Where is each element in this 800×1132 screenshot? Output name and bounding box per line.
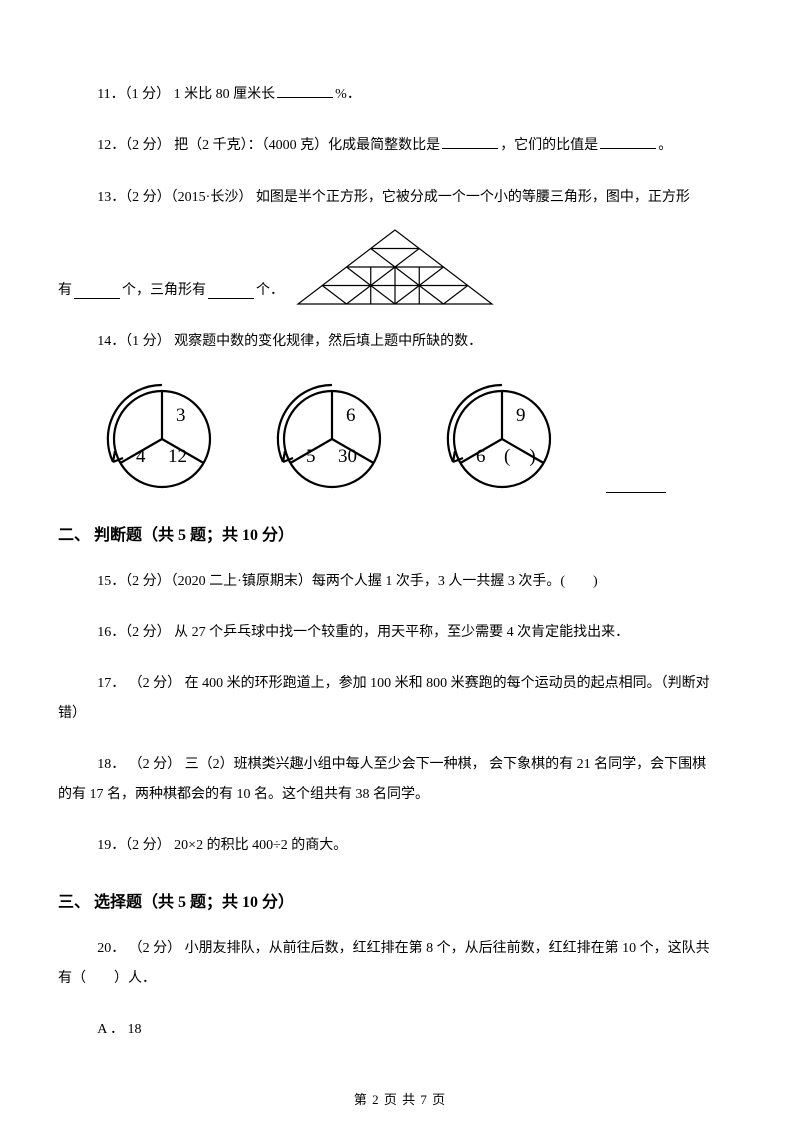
triangle-figure [292,226,498,308]
q20-line2: 有（ ）人． [58,971,156,986]
q14-text: 14．（1 分） 观察题中数的变化规律，然后填上题中所缺的数． [97,334,482,349]
q12-prefix: 12．（2 分） 把（2 千克）：（4000 克）化成最简整数比是 [97,138,440,153]
page-footer: 第 2 页 共 7 页 [0,1089,800,1108]
circles-figure-row: 3 4 12 6 5 30 [100,379,742,493]
q16-text: 16．（2 分） 从 27 个乒乓球中找一个较重的，用天平称，至少需要 4 次肯… [97,625,629,640]
q13-suffix2: 个． [256,276,284,305]
page-container: 11．（1 分） 1 米比 80 厘米长 %． 12．（2 分） 把（2 千克）：… [0,0,800,1132]
question-19: 19．（2 分） 20×2 的积比 400÷2 的商大。 [58,831,742,860]
q12-mid: ，它们的比值是 [500,138,598,153]
q18-line2: 的有 17 名，两种棋都会的有 10 名。这个组共有 38 名同学。 [58,787,429,802]
q13-line1: 13．（2 分）（2015·长沙） 如图是半个正方形，它被分成一个一个小的等腰三… [97,190,690,205]
c1-top: 3 [176,405,186,426]
q11-prefix: 11．（1 分） 1 米比 80 厘米长 [97,87,275,102]
c2-top: 6 [346,405,356,426]
q13-blank-1[interactable] [74,285,120,299]
trailing-underline [606,492,666,493]
q12-suffix: 。 [658,138,672,153]
q20-line1: 20． （2 分） 小朋友排队，从前往后数，红红排在第 8 个，从后往前数，红红… [97,941,710,956]
q17-line1: 17． （2 分） 在 400 米的环形跑道上，参加 100 米和 800 米赛… [97,676,710,691]
question-15: 15．（2 分）（2020 二上·镇原期末）每两个人握 1 次手，3 人一共握 … [58,567,742,596]
c3-br: ( ) [504,446,536,467]
c2-br: 30 [338,446,357,467]
q12-blank-1[interactable] [442,135,498,149]
q11-suffix: %． [335,87,361,102]
circle-diagram-2: 6 5 30 [270,379,392,493]
question-16: 16．（2 分） 从 27 个乒乓球中找一个较重的，用天平称，至少需要 4 次肯… [58,618,742,647]
question-18-line2: 的有 17 名，两种棋都会的有 10 名。这个组共有 38 名同学。 [58,780,742,809]
q19-text: 19．（2 分） 20×2 的积比 400÷2 的商大。 [97,838,347,853]
question-18-line1: 18． （2 分） 三（2）班棋类兴趣小组中每人至少会下一种棋， 会下象棋的有 … [58,750,742,779]
question-17-line2: 错） [58,699,742,728]
question-13-line2-row: 有 个，三角形有 个． [58,226,742,305]
question-12: 12．（2 分） 把（2 千克）：（4000 克）化成最简整数比是 ，它们的比值是… [58,131,742,160]
q11-blank[interactable] [277,84,333,98]
c3-bl: 6 [476,446,486,467]
q13-blank-2[interactable] [208,285,254,299]
question-20-line1: 20． （2 分） 小朋友排队，从前往后数，红红排在第 8 个，从后往前数，红红… [58,934,742,963]
c3-top: 9 [516,405,526,426]
q18-line1: 18． （2 分） 三（2）班棋类兴趣小组中每人至少会下一种棋， 会下象棋的有 … [97,757,706,772]
question-11: 11．（1 分） 1 米比 80 厘米长 %． [58,80,742,109]
question-17-line1: 17． （2 分） 在 400 米的环形跑道上，参加 100 米和 800 米赛… [58,669,742,698]
q12-blank-2[interactable] [600,135,656,149]
section-2-header: 二、 判断题（共 5 题；共 10 分） [58,521,742,545]
c2-bl: 5 [306,446,316,467]
question-20-line2: 有（ ）人． [58,964,742,993]
c1-br: 12 [168,446,187,467]
q17-line2: 错） [58,706,86,721]
c1-bl: 4 [136,446,146,467]
section-3-header: 三、 选择题（共 5 题；共 10 分） [58,888,742,912]
option-a-text: A ． 18 [97,1022,141,1037]
circle-diagram-3: 9 6 ( ) [440,379,568,493]
question-13-line1: 13．（2 分）（2015·长沙） 如图是半个正方形，它被分成一个一个小的等腰三… [58,183,742,212]
circle-diagram-1: 3 4 12 [100,379,222,493]
q13-mid2: 个，三角形有 [122,276,206,305]
q15-text: 15．（2 分）（2020 二上·镇原期末）每两个人握 1 次手，3 人一共握 … [97,574,598,589]
option-a[interactable]: A ． 18 [58,1015,742,1044]
q13-prefix2: 有 [58,276,72,305]
question-14: 14．（1 分） 观察题中数的变化规律，然后填上题中所缺的数． [58,327,742,356]
